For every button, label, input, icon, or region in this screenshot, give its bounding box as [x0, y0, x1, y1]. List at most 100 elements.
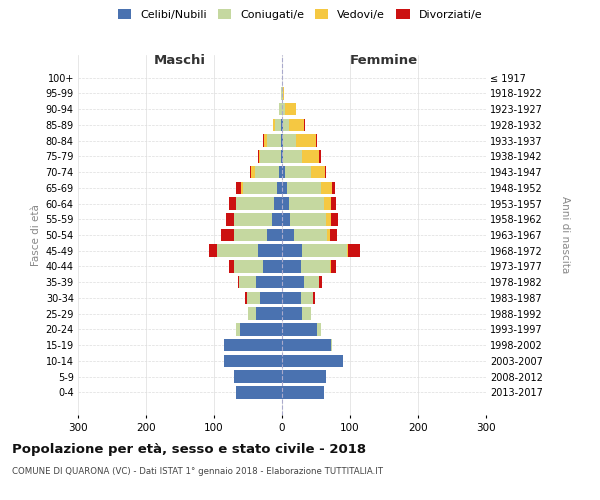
Bar — [224, 354, 282, 367]
Bar — [282, 370, 326, 383]
Bar — [313, 292, 314, 304]
Bar — [283, 118, 289, 131]
Bar — [282, 308, 302, 320]
Bar — [282, 228, 294, 241]
Bar — [282, 166, 286, 178]
Bar — [282, 182, 287, 194]
Bar — [234, 213, 235, 226]
Bar — [226, 213, 234, 226]
Bar — [258, 150, 259, 162]
Bar — [255, 166, 278, 178]
Bar — [267, 134, 281, 147]
Bar — [347, 244, 348, 257]
Bar — [247, 292, 260, 304]
Bar — [325, 166, 326, 178]
Bar — [304, 118, 305, 131]
Bar — [248, 308, 256, 320]
Bar — [282, 213, 290, 226]
Bar — [275, 118, 281, 131]
Bar — [282, 118, 283, 131]
Bar — [324, 197, 331, 210]
Bar — [322, 182, 332, 194]
Bar — [286, 103, 296, 116]
Bar — [282, 197, 289, 210]
Bar — [238, 276, 239, 288]
Bar — [277, 182, 282, 194]
Bar — [281, 87, 282, 100]
Bar — [301, 292, 313, 304]
Bar — [221, 228, 234, 241]
Bar — [332, 182, 335, 194]
Bar — [235, 260, 263, 273]
Bar — [236, 197, 274, 210]
Legend: Celibi/Nubili, Coniugati/e, Vedovi/e, Divorziati/e: Celibi/Nubili, Coniugati/e, Vedovi/e, Di… — [115, 6, 485, 23]
Bar — [236, 323, 240, 336]
Text: Popolazione per età, sesso e stato civile - 2018: Popolazione per età, sesso e stato civil… — [12, 442, 366, 456]
Bar — [235, 228, 267, 241]
Bar — [296, 134, 316, 147]
Bar — [294, 228, 327, 241]
Bar — [304, 276, 319, 288]
Bar — [290, 213, 326, 226]
Bar — [224, 339, 282, 351]
Bar — [302, 150, 319, 162]
Bar — [319, 276, 322, 288]
Bar — [331, 260, 337, 273]
Text: COMUNE DI QUARONA (VC) - Dati ISTAT 1° gennaio 2018 - Elaborazione TUTTITALIA.IT: COMUNE DI QUARONA (VC) - Dati ISTAT 1° g… — [12, 468, 383, 476]
Bar — [282, 150, 283, 162]
Bar — [283, 134, 296, 147]
Bar — [236, 182, 241, 194]
Bar — [326, 213, 331, 226]
Bar — [282, 354, 343, 367]
Bar — [263, 260, 282, 273]
Bar — [287, 182, 322, 194]
Bar — [217, 244, 258, 257]
Text: Femmine: Femmine — [350, 54, 418, 66]
Bar — [273, 118, 275, 131]
Bar — [282, 386, 324, 398]
Bar — [236, 386, 282, 398]
Bar — [283, 87, 284, 100]
Bar — [282, 244, 302, 257]
Bar — [242, 182, 277, 194]
Bar — [282, 103, 286, 116]
Bar — [282, 323, 317, 336]
Bar — [229, 260, 235, 273]
Bar — [319, 150, 321, 162]
Bar — [256, 308, 282, 320]
Bar — [302, 244, 347, 257]
Bar — [234, 228, 235, 241]
Bar — [289, 197, 324, 210]
Bar — [281, 118, 282, 131]
Bar — [229, 197, 236, 210]
Bar — [281, 150, 282, 162]
Bar — [331, 339, 332, 351]
Bar — [263, 134, 267, 147]
Bar — [327, 228, 330, 241]
Text: Maschi: Maschi — [154, 54, 206, 66]
Bar — [282, 87, 283, 100]
Bar — [235, 370, 282, 383]
Bar — [311, 166, 325, 178]
Bar — [245, 292, 247, 304]
Bar — [239, 276, 256, 288]
Bar — [259, 150, 260, 162]
Bar — [260, 292, 282, 304]
Bar — [279, 103, 282, 116]
Bar — [209, 244, 217, 257]
Bar — [317, 323, 321, 336]
Bar — [283, 150, 302, 162]
Bar — [250, 166, 251, 178]
Bar — [282, 292, 301, 304]
Bar — [260, 150, 281, 162]
Bar — [240, 323, 282, 336]
Bar — [330, 228, 337, 241]
Bar — [282, 339, 331, 351]
Y-axis label: Anni di nascita: Anni di nascita — [560, 196, 570, 274]
Bar — [282, 276, 304, 288]
Bar — [274, 197, 282, 210]
Bar — [289, 118, 304, 131]
Bar — [282, 134, 283, 147]
Bar — [316, 134, 317, 147]
Y-axis label: Fasce di età: Fasce di età — [31, 204, 41, 266]
